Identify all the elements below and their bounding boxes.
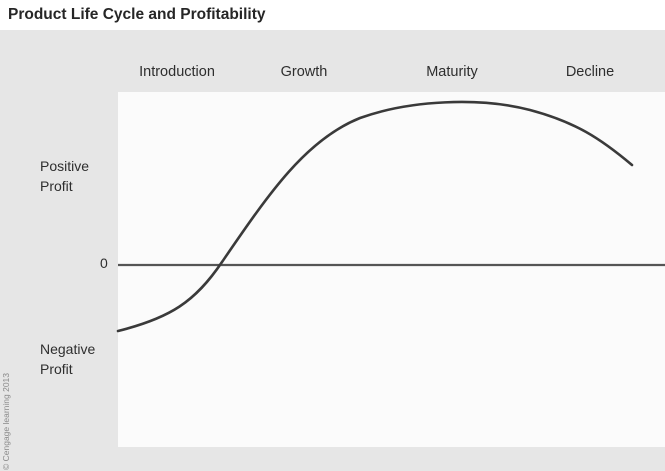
positive-profit-line1: Positive [40,158,90,174]
stage-label-introduction: Introduction [139,64,215,80]
negative-profit-line2: Profit [40,361,73,377]
positive-profit-label: Positive Profit [40,156,89,196]
copyright-credit: © Cengage learning 2013 [1,372,11,470]
stage-label-maturity: Maturity [426,64,478,80]
positive-profit-line2: Profit [40,178,73,194]
profit-curve [116,100,634,333]
negative-profit-label: Negative Profit [40,339,95,379]
stage-label-decline: Decline [565,64,615,80]
page-title: Product Life Cycle and Profitability [8,6,266,23]
stage-label-growth: Growth [280,64,328,80]
zero-label: 0 [100,255,108,271]
plot-area [118,92,665,447]
negative-profit-line1: Negative [40,341,96,357]
